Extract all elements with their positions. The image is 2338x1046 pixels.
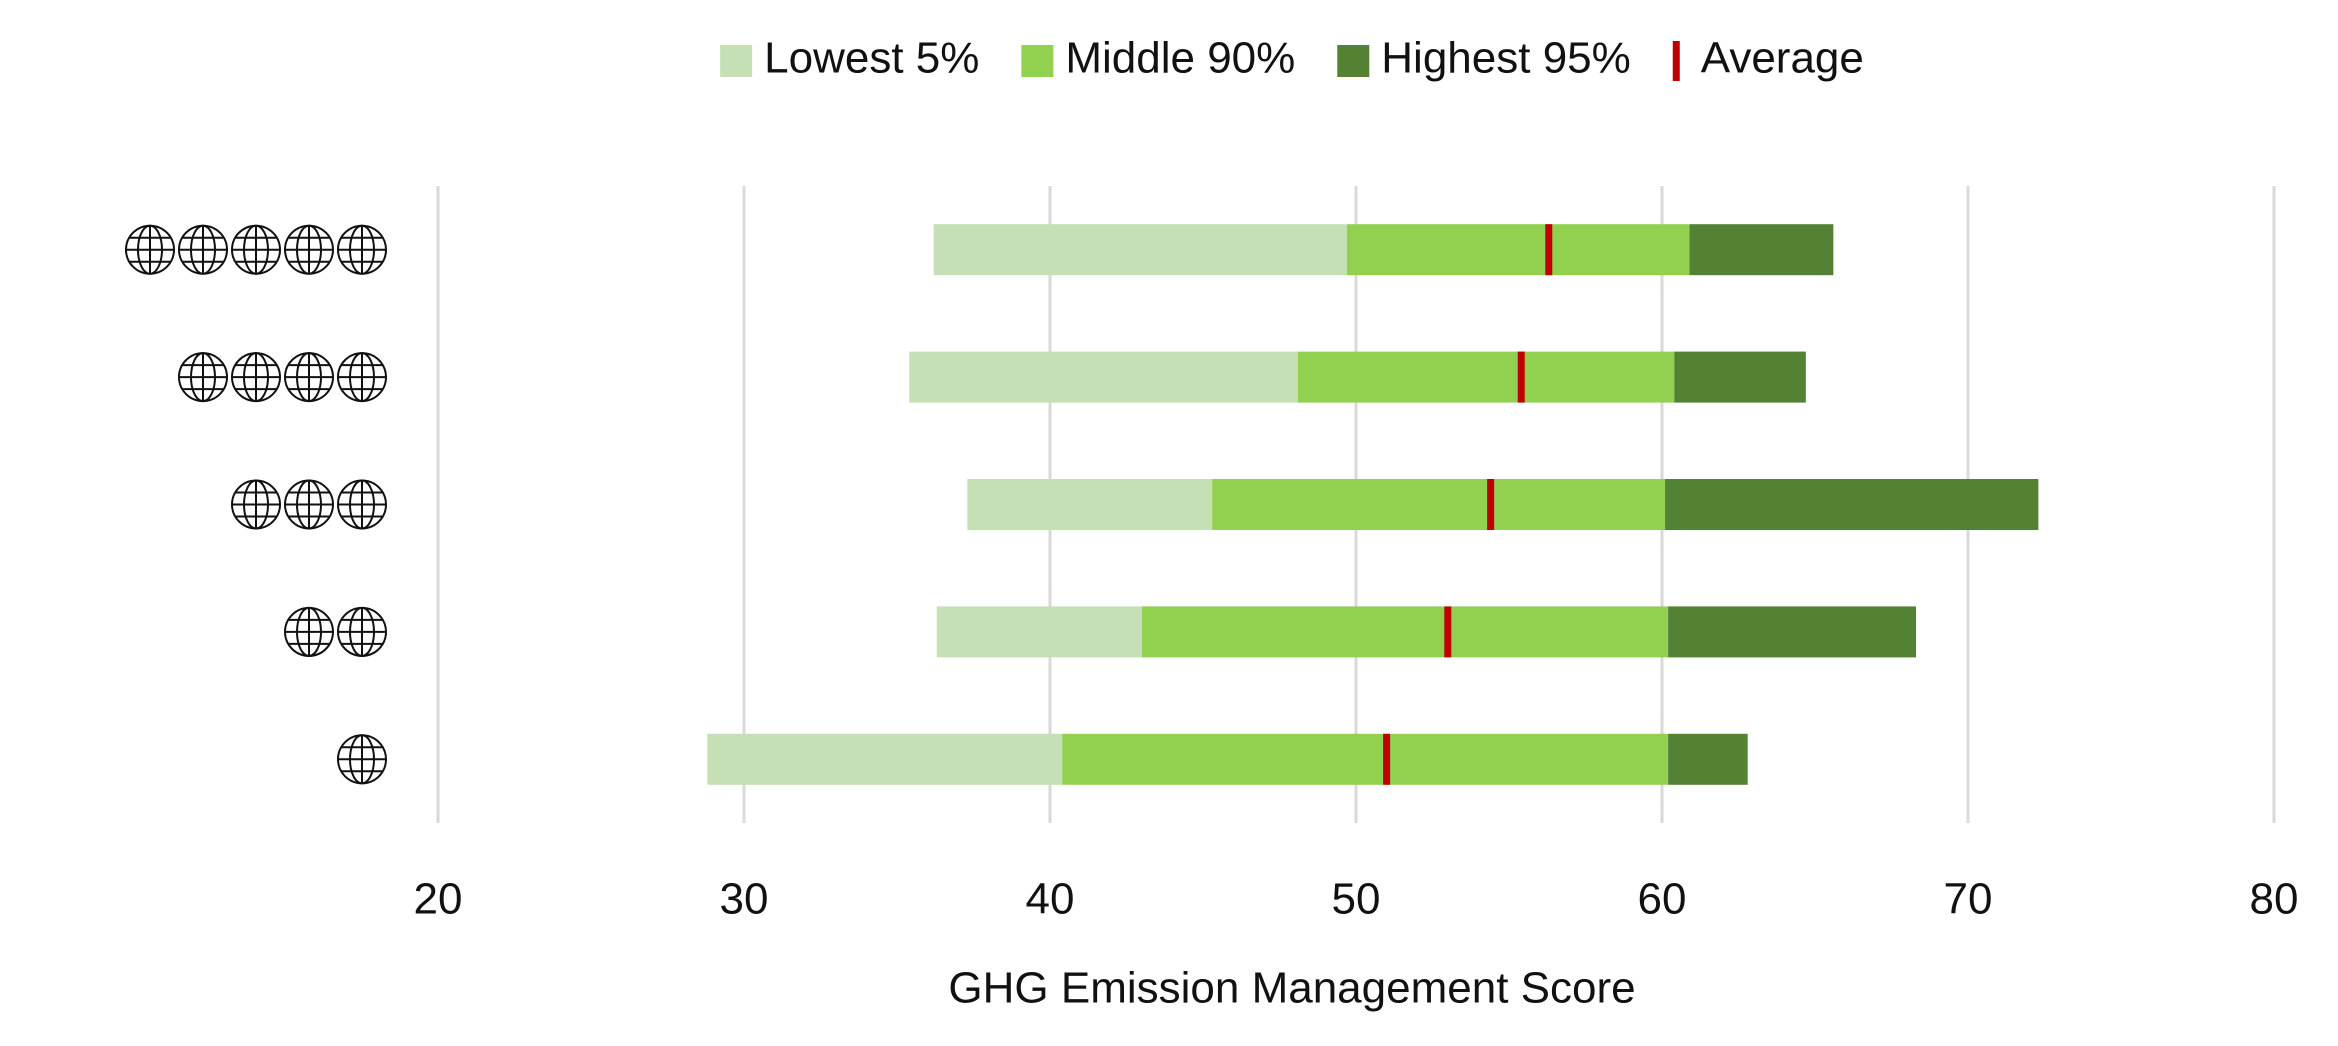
rating-globes (125, 224, 387, 275)
bar-segment (909, 351, 1298, 403)
bar-segment (707, 733, 1063, 785)
rating-globes (337, 734, 387, 785)
bar-segment (933, 224, 1347, 276)
bar-segment (1346, 224, 1690, 276)
x-tick-label: 40 (1026, 875, 1075, 924)
bar-segment (1665, 479, 2039, 530)
legend: Lowest 5% Middle 90% Highest 95% Average (720, 34, 1864, 83)
legend-swatch (1021, 45, 1054, 77)
average-marker (1383, 733, 1391, 785)
bar-segment (1212, 479, 1666, 530)
legend-label: Average (1701, 34, 1864, 83)
legend-swatch (720, 45, 753, 77)
bar-segment (936, 606, 1142, 658)
bar-segment (1141, 606, 1669, 658)
x-tick-label: 20 (414, 875, 463, 924)
legend-label: Middle 90% (1065, 34, 1295, 83)
bar-segment (1062, 733, 1669, 785)
legend-label: Lowest 5% (764, 34, 979, 83)
bar-segment (967, 479, 1213, 530)
rating-globes (178, 352, 387, 403)
rating-globes (284, 606, 387, 657)
x-tick-label: 70 (1944, 875, 1993, 924)
average-marker (1517, 351, 1525, 403)
bar-segment (1668, 733, 1748, 785)
bar-segment (1689, 224, 1834, 276)
average-marker (1444, 606, 1452, 658)
legend-swatch (1672, 41, 1680, 81)
bar-segment (1297, 351, 1675, 403)
x-tick-label: 50 (1332, 875, 1381, 924)
x-axis-title: GHG Emission Management Score (948, 964, 1635, 1013)
bar-segment (1674, 351, 1806, 403)
x-tick-label: 60 (1638, 875, 1687, 924)
rating-globes (231, 479, 387, 530)
bar-segment (1668, 606, 1916, 658)
x-tick-label: 30 (720, 875, 769, 924)
legend-label: Highest 95% (1381, 34, 1630, 83)
legend-swatch (1337, 45, 1370, 77)
average-marker (1545, 224, 1553, 276)
average-marker (1487, 479, 1495, 530)
x-tick-label: 80 (2250, 875, 2299, 924)
